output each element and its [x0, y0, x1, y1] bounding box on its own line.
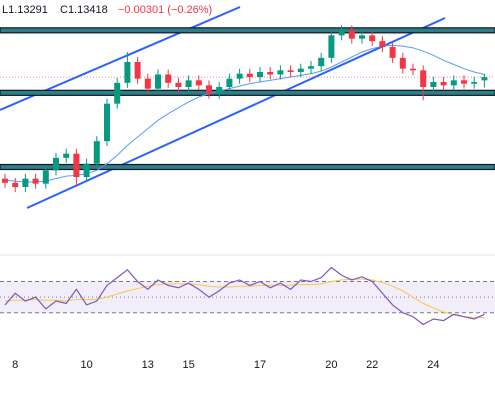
x-tick-label: 8	[12, 359, 18, 371]
trend-line	[26, 17, 446, 209]
x-tick-label: 17	[254, 359, 266, 371]
x-tick-label: 10	[80, 359, 92, 371]
candle-body	[42, 170, 49, 184]
candle-body	[359, 35, 365, 39]
candle-body	[124, 62, 131, 83]
candle-body	[410, 68, 416, 71]
candle-body	[175, 82, 182, 87]
candle-body	[144, 78, 151, 89]
candle-body	[430, 82, 437, 87]
header: L1.13291 C1.13418 −0.00301 (−0.26%)	[2, 4, 212, 16]
x-tick-label: 22	[366, 359, 378, 371]
candle-body	[246, 73, 253, 77]
candle-body	[297, 68, 304, 72]
candle-body	[338, 30, 345, 36]
candle-body	[114, 82, 121, 104]
candle-body	[73, 153, 80, 177]
level-line	[0, 163, 495, 171]
candle-body	[32, 178, 39, 184]
x-tick-label: 20	[325, 359, 337, 371]
candle-body	[450, 80, 457, 86]
candle-body	[287, 70, 294, 72]
x-tick-label: 13	[142, 359, 154, 371]
candle-body	[63, 153, 70, 158]
candle-body	[226, 78, 233, 87]
candle-body	[257, 72, 263, 77]
candle-body	[83, 163, 90, 177]
candle-body	[185, 80, 192, 87]
candle-body	[420, 70, 427, 87]
candle-body	[481, 77, 488, 81]
candle-body	[389, 47, 396, 58]
candle-body	[471, 82, 478, 84]
candle-body	[195, 80, 202, 86]
candle-body	[236, 73, 243, 79]
candle-body	[369, 35, 376, 42]
candle-body	[399, 57, 406, 69]
level-line	[0, 89, 495, 96]
level-line	[0, 27, 495, 34]
low-label: L1.13291	[2, 4, 48, 16]
candle-body	[165, 74, 172, 83]
candle-body	[155, 74, 161, 89]
candle-body	[22, 178, 29, 187]
candle-body	[277, 70, 284, 75]
x-tick-label: 24	[427, 359, 439, 371]
candle-body	[440, 82, 447, 86]
candle-body	[2, 178, 8, 183]
candle-body	[206, 85, 212, 94]
candle-body	[267, 72, 274, 75]
candle-body	[379, 41, 386, 47]
candle-body	[134, 62, 141, 79]
change-label: −0.00301 (−0.26%)	[118, 4, 212, 16]
candle-body	[104, 103, 110, 142]
candle-body	[12, 182, 19, 187]
candle-body	[93, 141, 100, 164]
candle-body	[53, 157, 59, 171]
candle-body	[328, 35, 335, 58]
rsi-line	[4, 266, 485, 326]
rsi-ma	[4, 278, 485, 318]
candle-body	[308, 66, 314, 69]
x-tick-label: 15	[182, 359, 194, 371]
candle-body	[318, 57, 325, 67]
candle-body	[216, 87, 223, 94]
candle-body	[348, 30, 355, 39]
close-label: C1.13418	[60, 4, 108, 16]
candle-body	[461, 80, 467, 84]
